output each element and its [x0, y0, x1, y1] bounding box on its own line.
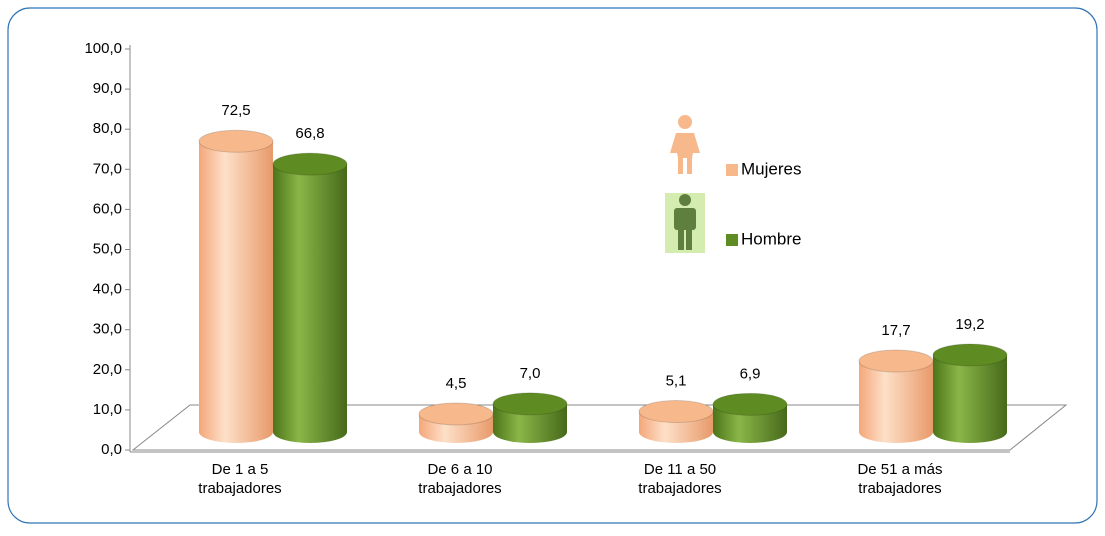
bar-top [418, 402, 494, 426]
legend-icon-male [665, 193, 705, 253]
legend-swatch [726, 234, 738, 246]
data-label: 19,2 [955, 316, 984, 333]
bar-top [858, 349, 934, 373]
x-tick-label: De 51 a más trabajadores [857, 461, 942, 497]
bar [199, 141, 273, 443]
y-tick-label: 60,0 [93, 200, 122, 217]
bar [273, 164, 347, 443]
bar [933, 355, 1007, 443]
y-tick-label: 0,0 [101, 441, 122, 458]
legend-icon-female [670, 115, 700, 174]
data-label: 4,5 [446, 375, 467, 392]
y-tick-label: 50,0 [93, 240, 122, 257]
y-tick-label: 10,0 [93, 401, 122, 418]
y-tick-label: 30,0 [93, 321, 122, 338]
x-tick-label: De 1 a 5 trabajadores [198, 461, 281, 497]
bar [859, 361, 933, 443]
bar-top [492, 392, 568, 416]
bar [493, 403, 567, 443]
bar-top [712, 392, 788, 416]
bar-top [638, 400, 714, 424]
y-tick-label: 20,0 [93, 361, 122, 378]
x-tick-label: De 6 a 10 trabajadores [418, 461, 501, 497]
x-tick-label: De 11 a 50 trabajadores [638, 461, 721, 497]
data-label: 5,1 [666, 373, 687, 390]
y-tick-label: 70,0 [93, 160, 122, 177]
data-label: 6,9 [740, 365, 761, 382]
bar-top [198, 129, 274, 153]
y-tick-label: 40,0 [93, 281, 122, 298]
data-label: 17,7 [881, 322, 910, 339]
legend-label: Hombre [741, 229, 801, 248]
legend-swatch [726, 164, 738, 176]
bar [713, 404, 787, 443]
bar-top [932, 343, 1008, 367]
data-label: 7,0 [520, 365, 541, 382]
data-label: 72,5 [221, 102, 250, 119]
legend-label: Mujeres [741, 159, 801, 178]
y-tick-label: 90,0 [93, 80, 122, 97]
y-tick-label: 100,0 [84, 40, 122, 57]
bar-top [272, 152, 348, 176]
data-label: 66,8 [295, 125, 324, 142]
floor [131, 404, 1068, 451]
y-tick-label: 80,0 [93, 120, 122, 137]
